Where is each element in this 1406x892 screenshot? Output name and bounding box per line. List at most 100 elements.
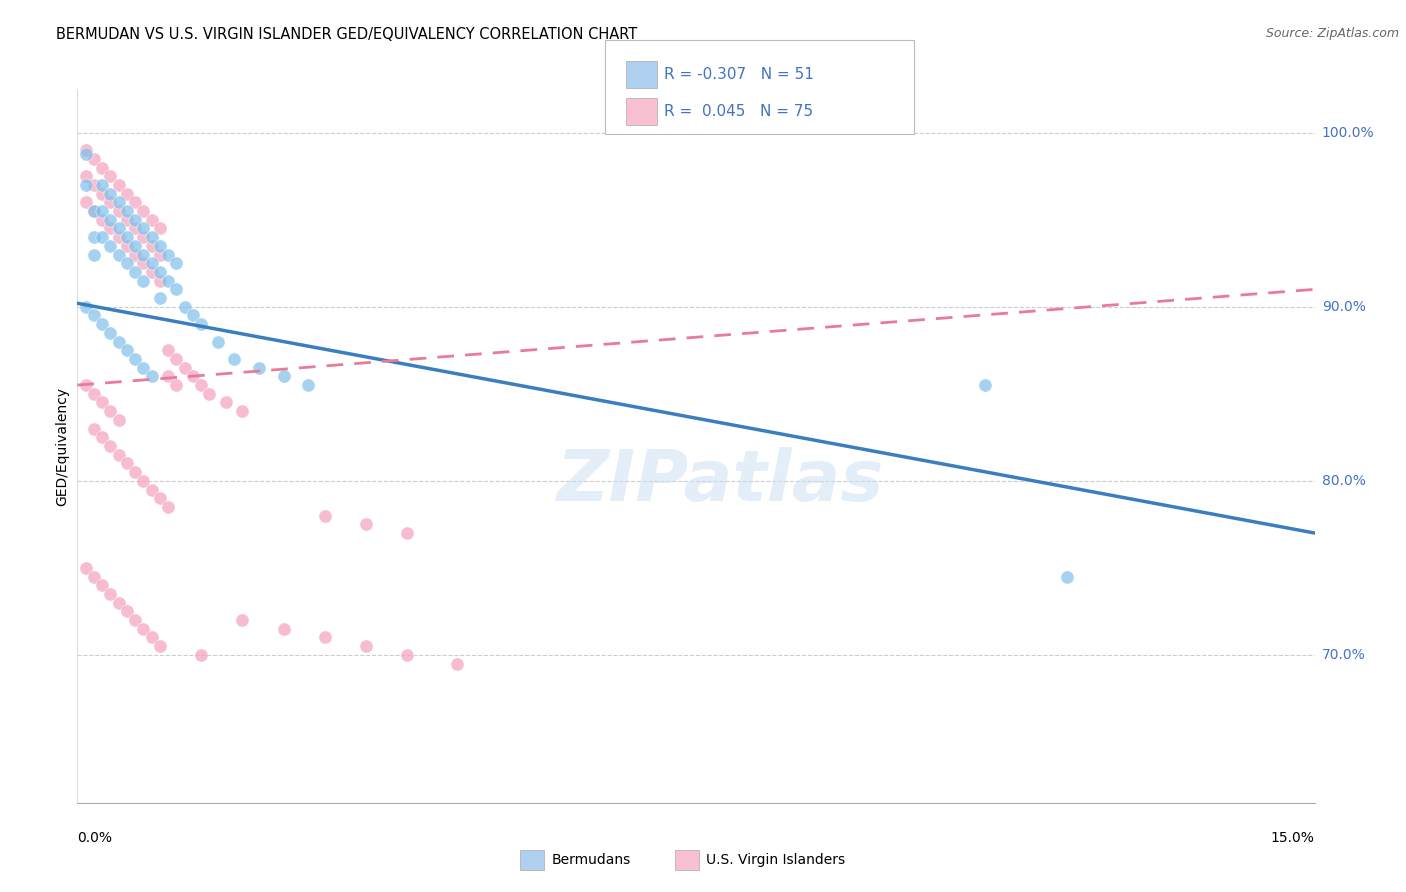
Point	[273, 369, 295, 384]
Point	[181, 369, 204, 384]
Point	[141, 369, 163, 384]
Point	[165, 282, 187, 296]
Point	[91, 317, 114, 331]
Point	[157, 274, 180, 288]
Point	[124, 247, 146, 261]
Point	[173, 300, 195, 314]
Point	[98, 195, 121, 210]
Point	[107, 596, 129, 610]
Point	[75, 378, 97, 392]
Point	[115, 204, 138, 219]
Point	[149, 274, 172, 288]
Point	[157, 500, 180, 514]
Point	[141, 265, 163, 279]
Point	[83, 204, 105, 219]
Point	[396, 648, 419, 662]
Point	[98, 239, 121, 253]
Point	[149, 291, 172, 305]
Point	[75, 169, 97, 184]
Text: 15.0%: 15.0%	[1271, 831, 1315, 846]
Point	[165, 378, 187, 392]
Text: 100.0%: 100.0%	[1322, 126, 1374, 140]
Point	[91, 395, 114, 409]
Point	[141, 256, 163, 270]
Point	[132, 256, 155, 270]
Point	[124, 351, 146, 366]
Point	[91, 186, 114, 201]
Point	[83, 178, 105, 192]
Point	[190, 317, 212, 331]
Point	[247, 360, 270, 375]
Point	[91, 161, 114, 175]
Point	[141, 239, 163, 253]
Point	[132, 622, 155, 636]
Point	[115, 186, 138, 201]
Point	[132, 274, 155, 288]
Point	[190, 378, 212, 392]
Point	[132, 221, 155, 235]
Point	[83, 204, 105, 219]
Point	[83, 152, 105, 166]
Point	[107, 247, 129, 261]
Point	[98, 587, 121, 601]
Point	[83, 309, 105, 323]
Point	[157, 343, 180, 358]
Point	[91, 204, 114, 219]
Text: 70.0%: 70.0%	[1322, 648, 1365, 662]
Point	[91, 178, 114, 192]
Point	[115, 457, 138, 471]
Point	[149, 491, 172, 506]
Point	[231, 404, 253, 418]
Point	[165, 256, 187, 270]
Point	[115, 212, 138, 227]
Point	[149, 239, 172, 253]
Point	[396, 526, 419, 541]
Text: 0.0%: 0.0%	[77, 831, 112, 846]
Point	[75, 143, 97, 157]
Point	[314, 508, 336, 523]
Point	[98, 212, 121, 227]
Point	[149, 265, 172, 279]
Point	[115, 230, 138, 244]
Text: R = -0.307   N = 51: R = -0.307 N = 51	[664, 67, 814, 82]
Point	[173, 360, 195, 375]
Point	[107, 178, 129, 192]
Point	[141, 483, 163, 497]
Point	[215, 395, 238, 409]
Point	[132, 230, 155, 244]
Point	[141, 631, 163, 645]
Point	[973, 378, 995, 392]
Point	[98, 169, 121, 184]
Point	[132, 204, 155, 219]
Point	[107, 204, 129, 219]
Point	[115, 604, 138, 618]
Point	[124, 613, 146, 627]
Point	[107, 195, 129, 210]
Point	[91, 578, 114, 592]
Point	[198, 386, 221, 401]
Point	[107, 413, 129, 427]
Point	[124, 221, 146, 235]
Point	[141, 230, 163, 244]
Point	[107, 230, 129, 244]
Text: R =  0.045   N = 75: R = 0.045 N = 75	[664, 103, 813, 119]
Point	[124, 265, 146, 279]
Point	[149, 247, 172, 261]
Point	[83, 230, 105, 244]
Point	[75, 178, 97, 192]
Point	[273, 622, 295, 636]
Point	[181, 309, 204, 323]
Text: Source: ZipAtlas.com: Source: ZipAtlas.com	[1265, 27, 1399, 40]
Text: BERMUDAN VS U.S. VIRGIN ISLANDER GED/EQUIVALENCY CORRELATION CHART: BERMUDAN VS U.S. VIRGIN ISLANDER GED/EQU…	[56, 27, 637, 42]
Point	[141, 212, 163, 227]
Point	[98, 439, 121, 453]
Text: 90.0%: 90.0%	[1322, 300, 1365, 314]
Point	[124, 212, 146, 227]
Point	[83, 247, 105, 261]
Point	[75, 146, 97, 161]
Point	[157, 369, 180, 384]
Point	[91, 430, 114, 444]
Point	[124, 195, 146, 210]
Y-axis label: GED/Equivalency: GED/Equivalency	[55, 386, 69, 506]
Point	[75, 300, 97, 314]
